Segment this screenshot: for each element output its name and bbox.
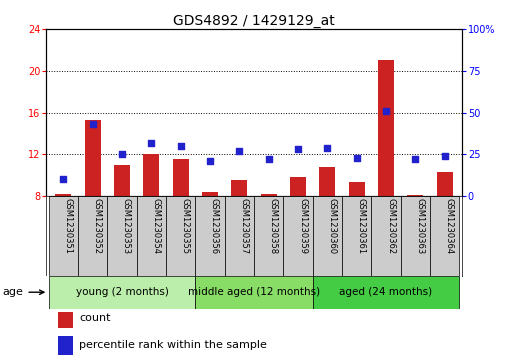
Bar xyxy=(143,154,160,196)
Point xyxy=(353,155,361,160)
Bar xyxy=(49,196,78,276)
Bar xyxy=(407,195,423,196)
Bar xyxy=(290,177,306,196)
Text: GSM1230360: GSM1230360 xyxy=(327,199,336,254)
Bar xyxy=(312,196,342,276)
Bar xyxy=(196,276,312,309)
Bar xyxy=(371,196,401,276)
Text: young (2 months): young (2 months) xyxy=(76,287,169,297)
Bar xyxy=(85,120,101,196)
Bar xyxy=(49,276,196,309)
Bar xyxy=(283,196,312,276)
Text: GSM1230354: GSM1230354 xyxy=(151,199,161,254)
Point xyxy=(118,151,126,157)
Bar xyxy=(196,196,225,276)
Text: GSM1230353: GSM1230353 xyxy=(122,199,131,254)
Point xyxy=(235,148,243,154)
Text: GSM1230352: GSM1230352 xyxy=(92,199,102,254)
Text: GSM1230362: GSM1230362 xyxy=(386,199,395,254)
Bar xyxy=(58,336,73,355)
Text: age: age xyxy=(3,287,44,297)
Point xyxy=(88,121,97,127)
Point xyxy=(294,146,302,152)
Point xyxy=(440,153,449,159)
Bar xyxy=(225,196,254,276)
Bar xyxy=(430,196,459,276)
Bar xyxy=(436,172,453,196)
Text: GSM1230357: GSM1230357 xyxy=(239,199,248,254)
Bar xyxy=(342,196,371,276)
Point xyxy=(147,140,155,146)
Title: GDS4892 / 1429129_at: GDS4892 / 1429129_at xyxy=(173,14,335,28)
Text: GSM1230364: GSM1230364 xyxy=(444,199,454,254)
Point xyxy=(265,156,273,162)
Bar xyxy=(137,196,166,276)
Text: GSM1230363: GSM1230363 xyxy=(416,199,424,255)
Text: middle aged (12 months): middle aged (12 months) xyxy=(188,287,320,297)
Bar xyxy=(348,183,365,196)
Bar xyxy=(378,60,394,196)
Bar xyxy=(114,165,130,196)
Bar xyxy=(231,180,247,196)
Text: GSM1230351: GSM1230351 xyxy=(64,199,72,254)
Text: GSM1230355: GSM1230355 xyxy=(181,199,189,254)
Point xyxy=(382,108,390,114)
Point xyxy=(59,176,68,182)
Text: GSM1230361: GSM1230361 xyxy=(357,199,366,254)
Point xyxy=(323,145,331,151)
Bar xyxy=(261,194,277,196)
Bar xyxy=(55,194,72,196)
Text: count: count xyxy=(79,313,111,323)
Bar xyxy=(312,276,459,309)
Bar xyxy=(58,309,73,328)
Bar xyxy=(78,196,107,276)
Point xyxy=(411,156,420,162)
Point xyxy=(177,143,185,149)
Bar xyxy=(173,159,189,196)
Bar xyxy=(319,167,335,196)
Point xyxy=(206,158,214,164)
Bar xyxy=(166,196,196,276)
Text: GSM1230359: GSM1230359 xyxy=(298,199,307,254)
Bar xyxy=(254,196,283,276)
Bar xyxy=(202,192,218,196)
Text: GSM1230356: GSM1230356 xyxy=(210,199,219,254)
Text: aged (24 months): aged (24 months) xyxy=(339,287,433,297)
Text: percentile rank within the sample: percentile rank within the sample xyxy=(79,340,267,350)
Text: GSM1230358: GSM1230358 xyxy=(269,199,278,254)
Bar xyxy=(107,196,137,276)
Bar xyxy=(401,196,430,276)
